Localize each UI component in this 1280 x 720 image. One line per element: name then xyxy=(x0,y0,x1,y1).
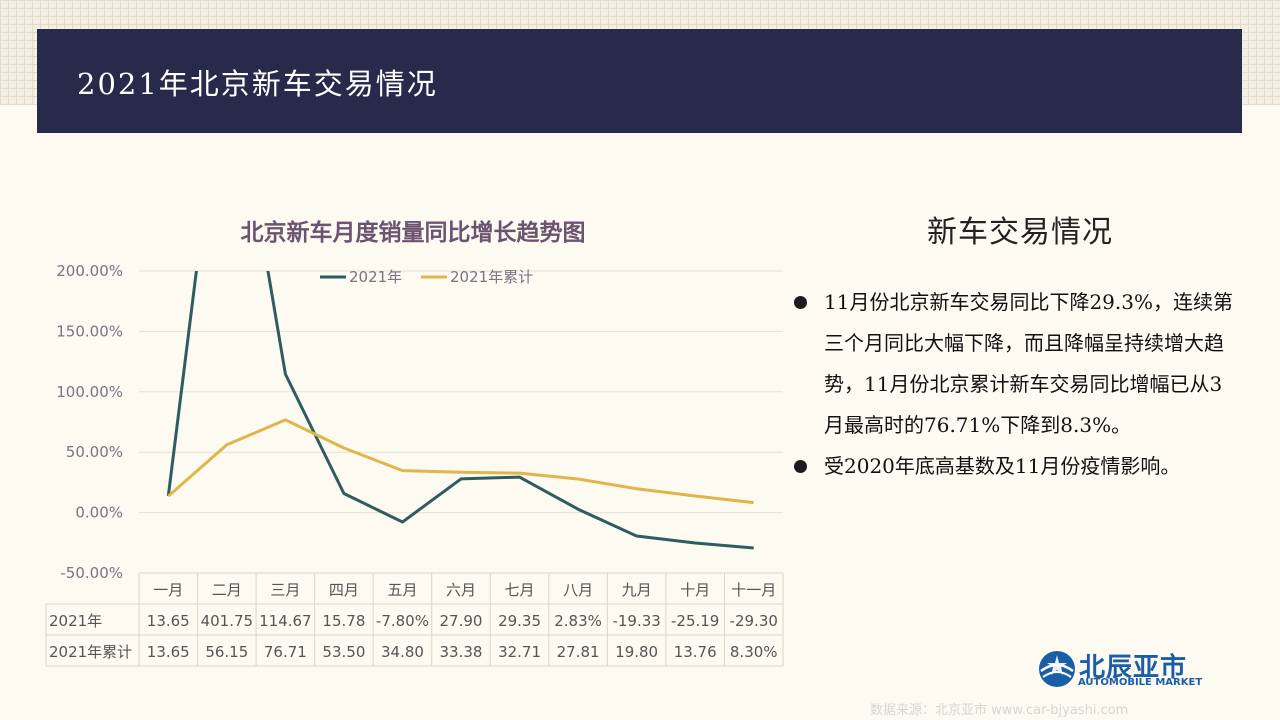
x-tick-label: 一月 xyxy=(153,581,183,599)
table-cell: 56.15 xyxy=(205,643,248,661)
slide-title: 2021年北京新车交易情况 xyxy=(77,67,438,101)
y-tick-label: 0.00% xyxy=(75,504,123,522)
bullet-dot-icon xyxy=(794,296,807,309)
table-cell: 53.50 xyxy=(322,643,365,661)
series-line-1 xyxy=(166,271,754,550)
line-chart: 200.00% 150.00% 100.00% 50.00% 0.00% -50.00% 一… xyxy=(45,262,784,667)
table-cell: -7.80% xyxy=(376,612,429,630)
chart-title: 北京新车月度销量同比增长趋势图 xyxy=(240,220,586,246)
x-tick-label: 九月 xyxy=(622,581,652,599)
logo-text-cn: 北辰亚市 xyxy=(1079,653,1188,683)
company-logo: 北辰亚市 AUTOMOBILE MARKET xyxy=(1037,647,1212,692)
bullet-text-2: 受2020年底高基数及11月份疫情影响。 xyxy=(824,454,1181,478)
bullet-text-1: 11月份北京新车交易同比下降29.3%，连续第三个月同比大幅下降，而且降幅呈持续… xyxy=(824,290,1233,437)
table-cell: 2.83% xyxy=(554,612,602,630)
table-cell: -19.33 xyxy=(612,612,660,630)
table-cell: 32.71 xyxy=(498,643,541,661)
table-cell: 27.90 xyxy=(440,612,483,630)
x-tick-label: 十月 xyxy=(680,581,710,599)
x-tick-label: 十一月 xyxy=(731,581,776,599)
table-cell: 76.71 xyxy=(264,643,307,661)
bullet-dot-icon xyxy=(794,460,807,473)
globe-car-icon xyxy=(1039,651,1075,687)
logo-text-en: AUTOMOBILE MARKET xyxy=(1078,677,1203,688)
watermark: 数据来源：北京亚市 www.car-bjyashi.com xyxy=(870,703,1129,718)
table-cell: 34.80 xyxy=(381,643,424,661)
slide-header: 2021年北京新车交易情况 xyxy=(37,29,1242,133)
x-tick-label: 五月 xyxy=(387,581,417,599)
table-cell: -25.19 xyxy=(671,612,719,630)
x-tick-label: 四月 xyxy=(329,581,359,599)
legend-label: 2021年 xyxy=(349,268,402,286)
legend-label: 2021年累计 xyxy=(450,268,533,286)
table-cell: 13.65 xyxy=(147,643,190,661)
bullet-list: 11月份北京新车交易同比下降29.3%，连续第三个月同比大幅下降，而且降幅呈持续… xyxy=(793,282,1233,487)
table-cell: 15.78 xyxy=(322,612,365,630)
y-tick-label: -50.00% xyxy=(60,564,123,582)
table-series-name: 2021年 xyxy=(49,612,102,630)
table-cell: 8.30% xyxy=(730,643,778,661)
x-tick-label: 七月 xyxy=(505,581,535,599)
table-cell: -29.30 xyxy=(730,612,778,630)
table-cell: 114.67 xyxy=(259,612,312,630)
table-cell: 29.35 xyxy=(498,612,541,630)
table-series-name: 2021年累计 xyxy=(49,643,132,661)
table-cell: 27.81 xyxy=(557,643,600,661)
y-tick-label: 100.00% xyxy=(56,383,123,401)
y-tick-label: 200.00% xyxy=(56,262,123,280)
table-cell: 401.75 xyxy=(201,612,254,630)
table-cell: 13.76 xyxy=(674,643,717,661)
bullet-item-1: 11月份北京新车交易同比下降29.3%，连续第三个月同比大幅下降，而且降幅呈持续… xyxy=(793,282,1233,446)
x-tick-label: 六月 xyxy=(446,581,476,599)
table-cell: 13.65 xyxy=(147,612,190,630)
x-tick-label: 二月 xyxy=(212,581,242,599)
x-tick-label: 三月 xyxy=(270,581,300,599)
bullet-item-2: 受2020年底高基数及11月份疫情影响。 xyxy=(793,446,1233,487)
y-tick-label: 150.00% xyxy=(56,322,123,340)
table-cell: 33.38 xyxy=(440,643,483,661)
x-tick-label: 八月 xyxy=(563,581,593,599)
y-tick-label: 50.00% xyxy=(66,443,123,461)
panel-title: 新车交易情况 xyxy=(927,215,1113,250)
table-cell: 19.80 xyxy=(615,643,658,661)
series-line-2 xyxy=(167,418,754,505)
